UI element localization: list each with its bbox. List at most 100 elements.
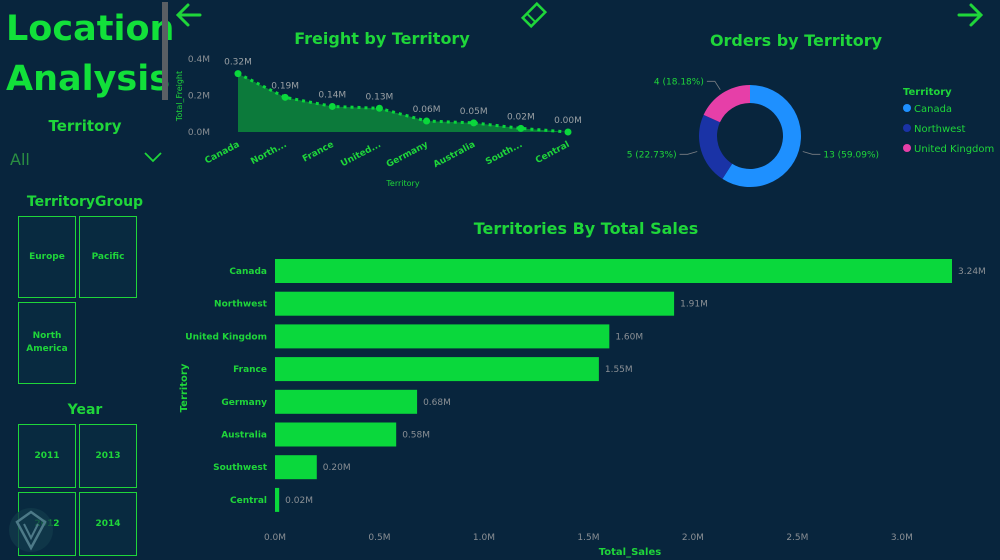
x-tick-label: 3.0M xyxy=(891,533,913,543)
x-tick-label: 1.0M xyxy=(473,533,495,543)
y-tick-label: Central xyxy=(230,496,267,506)
tile-europe[interactable]: Europe xyxy=(18,216,76,298)
leader-line xyxy=(802,151,821,155)
y-tick-label: Northwest xyxy=(214,300,268,310)
tile-pacific[interactable]: Pacific xyxy=(79,216,137,298)
territories-by-sales-chart: Territories By Total Sales Canada 3.24M Nor… xyxy=(179,219,986,558)
tile-year-2011[interactable]: 2011 xyxy=(18,424,76,488)
x-tick-label: 0.5M xyxy=(368,533,390,543)
x-tick-label: France xyxy=(301,140,336,165)
data-point xyxy=(281,93,289,101)
bar xyxy=(275,422,397,447)
data-point xyxy=(234,70,242,78)
donut-slice xyxy=(699,114,733,179)
bar xyxy=(275,324,610,349)
y-tick-label: United Kingdom xyxy=(185,332,267,342)
page-title: Location Analysis xyxy=(6,4,175,104)
data-label: 1.91M xyxy=(680,300,708,310)
y-axis-title: Territory xyxy=(179,363,190,412)
y-tick-label: 0.4M xyxy=(188,55,210,65)
data-label: 1.60M xyxy=(615,332,643,342)
title-divider xyxy=(162,2,168,100)
bar xyxy=(275,357,599,382)
orders-by-territory-chart: Orders by Territory 13 (59.09%) 5 (22.73%)… xyxy=(627,31,994,187)
x-tick-label: United... xyxy=(339,140,382,169)
data-point xyxy=(470,119,478,127)
data-label: 0.02M xyxy=(285,496,313,506)
data-label: 13 (59.09%) xyxy=(823,150,879,160)
x-tick-label: Australia xyxy=(432,140,477,170)
x-tick-label: 2.5M xyxy=(786,533,808,543)
data-label: 0.20M xyxy=(323,463,351,473)
x-tick-label: South... xyxy=(484,140,524,168)
y-axis-title: Total_Freight xyxy=(175,71,184,122)
x-tick-label: 0.0M xyxy=(264,533,286,543)
tile-year-2013[interactable]: 2013 xyxy=(79,424,137,488)
data-label: 0.05M xyxy=(460,107,488,117)
data-point xyxy=(375,104,383,112)
data-label: 0.19M xyxy=(271,81,299,91)
data-point xyxy=(564,128,572,136)
tile-year-2014[interactable]: 2014 xyxy=(79,492,137,556)
page-title-line1: Location xyxy=(6,9,175,49)
legend-entry: United Kingdom xyxy=(914,144,994,155)
territory-group-slicer-title: TerritoryGroup xyxy=(26,194,144,210)
y-tick-label: 0.0M xyxy=(188,128,210,138)
data-label: 3.24M xyxy=(958,267,986,277)
chart-title: Territories By Total Sales xyxy=(474,219,699,238)
y-tick-label: 0.2M xyxy=(188,92,210,102)
bar xyxy=(275,389,418,414)
data-label: 0.14M xyxy=(318,90,346,100)
chart-title: Freight by Territory xyxy=(294,29,470,48)
arrow-left-icon[interactable] xyxy=(174,2,204,28)
data-label: 1.55M xyxy=(605,365,633,375)
donut-slice xyxy=(703,85,750,123)
bar xyxy=(275,259,952,283)
legend-entry: Northwest xyxy=(914,124,966,135)
x-tick-label: 2.0M xyxy=(682,533,704,543)
bar xyxy=(275,291,675,316)
legend-marker xyxy=(903,104,911,112)
data-point xyxy=(517,124,525,132)
data-label: 0.06M xyxy=(413,105,441,115)
y-tick-label: Southwest xyxy=(213,463,268,473)
legend-marker xyxy=(903,144,911,152)
data-label: 4 (18.18%) xyxy=(654,77,704,87)
year-slicer-title: Year xyxy=(67,402,103,418)
legend-title: Territory xyxy=(903,87,952,98)
legend-entry: Canada xyxy=(914,104,952,115)
territory-slicer-value[interactable]: All xyxy=(10,150,30,169)
x-axis-title: Territory xyxy=(385,179,419,188)
data-label: 0.00M xyxy=(554,116,582,126)
area-fill xyxy=(238,73,568,132)
chevron-down-icon[interactable] xyxy=(143,150,163,164)
data-label: 0.13M xyxy=(366,92,394,102)
bar xyxy=(275,455,317,480)
y-tick-label: Australia xyxy=(221,431,267,441)
leader-line xyxy=(706,80,721,90)
logo-icon xyxy=(9,508,53,552)
arrow-right-icon[interactable] xyxy=(955,2,985,28)
x-tick-label: 1.5M xyxy=(577,533,599,543)
diamond-bookmark-icon[interactable] xyxy=(518,0,550,30)
bar xyxy=(275,487,280,512)
data-point xyxy=(328,102,336,110)
freight-by-territory-chart: Freight by Territory 0.4M 0.2M 0.0M Total_Fr… xyxy=(175,29,582,188)
x-tick-label: Canada xyxy=(203,140,241,167)
leader-line xyxy=(679,151,698,155)
donut-slice xyxy=(722,85,801,187)
x-tick-label: North... xyxy=(249,140,288,167)
data-label: 0.58M xyxy=(402,431,430,441)
y-tick-label: Germany xyxy=(221,398,267,408)
x-tick-label: Central xyxy=(534,140,571,166)
data-label: 5 (22.73%) xyxy=(627,150,677,160)
y-tick-label: France xyxy=(233,365,267,375)
legend-marker xyxy=(903,124,911,132)
x-tick-label: Germany xyxy=(385,140,430,170)
page-title-line2: Analysis xyxy=(6,59,171,99)
territory-slicer-title: Territory xyxy=(48,117,122,135)
chart-title: Orders by Territory xyxy=(710,31,883,50)
x-axis-title: Total_Sales xyxy=(599,547,661,558)
tile-north-america[interactable]: North America xyxy=(18,302,76,384)
data-label: 0.32M xyxy=(224,58,252,68)
